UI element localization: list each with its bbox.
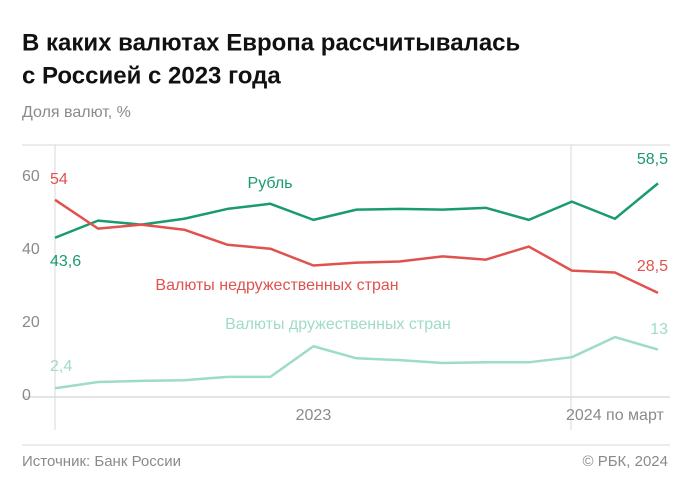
y-axis-label: Доля валют, % [22,104,131,121]
chart-title: с Россией с 2023 года [22,62,281,89]
data-label: 2,4 [50,358,72,375]
data-label: 28,5 [637,258,668,275]
series-line [54,335,659,390]
data-label: 58,5 [637,151,668,168]
chart-title: В каких валютах Европа рассчитывалась [22,29,520,56]
series-label: Валюты дружественных стран [225,316,451,333]
y-tick-label: 40 [22,241,40,258]
y-tick-label: 0 [22,387,31,404]
data-label: 43,6 [50,253,81,270]
data-label: 54 [50,171,68,188]
source: Источник: Банк России [22,453,181,470]
series-line [54,198,659,295]
series-label: Валюты недружественных стран [155,277,398,294]
data-label: 13 [650,321,668,338]
x-tick-label: 2023 [296,407,332,424]
series-label: Рубль [248,175,293,192]
series-line [54,182,659,239]
credit: © РБК, 2024 [582,453,668,470]
y-tick-label: 60 [22,168,40,185]
x-tick-label: 2024 по март [566,407,664,424]
y-tick-label: 20 [22,314,40,331]
